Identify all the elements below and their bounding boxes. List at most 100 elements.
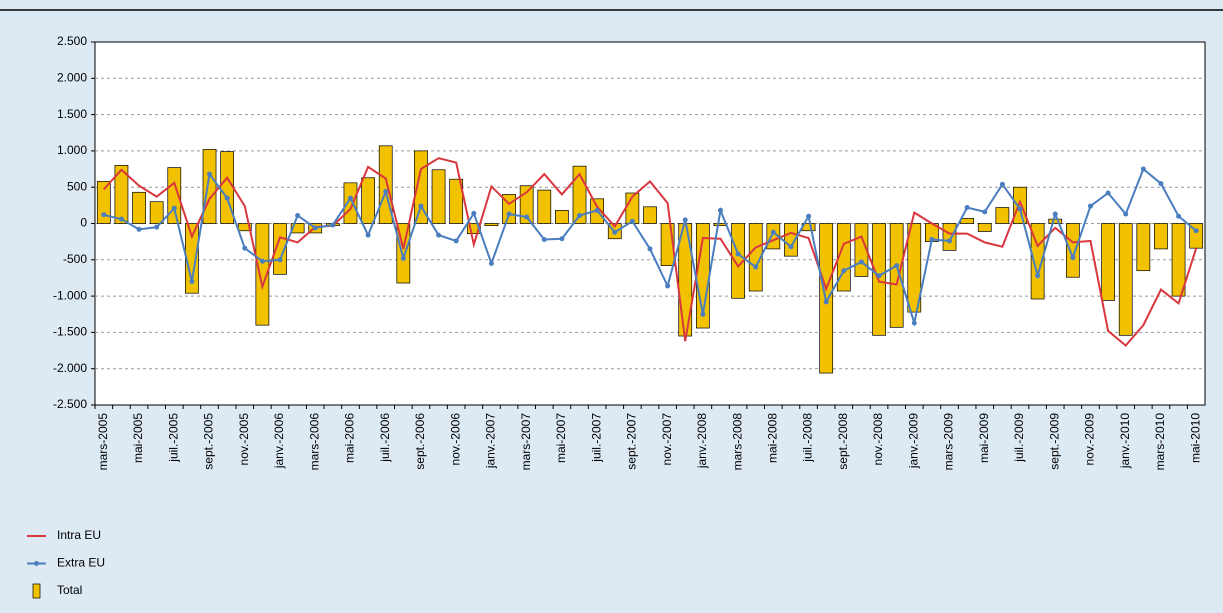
marker xyxy=(1140,166,1146,172)
x-tick-label: janv.-2010 xyxy=(1118,413,1132,469)
marker xyxy=(559,236,565,242)
marker xyxy=(1070,255,1076,261)
marker xyxy=(629,218,635,224)
marker xyxy=(964,205,970,211)
bar xyxy=(149,201,164,224)
marker xyxy=(911,320,917,326)
bar xyxy=(255,223,270,326)
marker xyxy=(312,225,318,231)
marker xyxy=(947,238,953,244)
bar xyxy=(273,223,287,275)
marker xyxy=(1017,206,1023,212)
marker xyxy=(506,211,512,217)
legend-label: Extra EU xyxy=(57,556,105,570)
marker xyxy=(524,214,530,220)
bar xyxy=(449,178,464,224)
y-tick-label: -500 xyxy=(63,252,87,266)
x-tick-label: juil.-2005 xyxy=(166,413,180,463)
marker xyxy=(1105,190,1111,196)
bar xyxy=(1048,218,1063,224)
marker xyxy=(753,264,759,270)
x-tick-label: mai-2007 xyxy=(554,413,568,463)
marker xyxy=(982,209,988,215)
marker xyxy=(330,222,336,228)
x-tick-label: mai-2009 xyxy=(977,413,991,463)
bar xyxy=(290,223,305,234)
marker xyxy=(436,232,442,238)
x-tick-label: nov.-2009 xyxy=(1083,413,1097,466)
x-tick-label: mai-2005 xyxy=(131,413,145,463)
x-tick-label: sept.-2006 xyxy=(413,413,427,470)
x-tick-label: nov.-2007 xyxy=(660,413,674,466)
bar xyxy=(202,149,217,224)
x-tick-label: mars-2006 xyxy=(307,413,321,471)
marker xyxy=(189,279,195,285)
marker xyxy=(365,232,371,238)
marker xyxy=(136,226,142,232)
y-tick-label: -1.000 xyxy=(53,288,87,302)
marker xyxy=(1176,213,1182,219)
legend-marker xyxy=(34,561,39,566)
marker xyxy=(665,283,671,289)
y-tick-label: -2.500 xyxy=(53,397,87,411)
y-tick-label: 0 xyxy=(80,216,87,230)
x-tick-label: mars-2010 xyxy=(1153,413,1167,471)
x-tick-label: mars-2005 xyxy=(96,413,110,471)
marker xyxy=(171,205,177,211)
y-tick-label: 1.000 xyxy=(57,143,87,157)
x-tick-label: sept.-2008 xyxy=(836,413,850,470)
marker xyxy=(858,259,864,265)
marker xyxy=(1193,228,1199,234)
marker xyxy=(594,207,600,213)
x-tick-label: sept.-2009 xyxy=(1047,413,1061,470)
x-tick-label: janv.-2009 xyxy=(906,413,920,469)
marker xyxy=(717,207,723,213)
bar xyxy=(96,181,111,224)
marker xyxy=(418,203,424,209)
marker xyxy=(224,195,230,201)
marker xyxy=(1087,203,1093,209)
marker xyxy=(471,210,477,216)
legend-label: Total xyxy=(57,583,82,597)
marker xyxy=(118,216,124,222)
y-tick-label: -1.500 xyxy=(53,325,87,339)
marker xyxy=(541,236,547,242)
y-tick-label: 1.500 xyxy=(57,107,87,121)
x-tick-label: juil.-2009 xyxy=(1012,413,1026,463)
marker xyxy=(154,224,160,230)
bar xyxy=(942,223,957,251)
x-tick-label: juil.-2006 xyxy=(378,413,392,463)
marker xyxy=(383,189,389,195)
x-tick-label: juil.-2007 xyxy=(589,413,603,463)
marker xyxy=(1123,211,1129,217)
bar xyxy=(361,177,375,224)
marker xyxy=(612,229,618,235)
x-tick-label: janv.-2006 xyxy=(272,413,286,469)
marker xyxy=(347,195,353,201)
bar xyxy=(1065,223,1080,278)
marker xyxy=(101,212,107,218)
bar xyxy=(414,150,428,224)
marker xyxy=(1052,211,1058,217)
marker xyxy=(400,255,406,261)
x-tick-label: sept.-2005 xyxy=(202,413,216,470)
marker xyxy=(277,257,283,263)
x-tick-label: juil.-2008 xyxy=(801,413,815,463)
bar xyxy=(1118,223,1133,336)
bar xyxy=(167,167,182,224)
x-tick-label: janv.-2008 xyxy=(695,413,709,469)
x-tick-label: mars-2009 xyxy=(942,413,956,471)
marker xyxy=(788,244,794,250)
x-tick-label: mai-2010 xyxy=(1188,413,1202,463)
marker xyxy=(259,258,265,264)
x-tick-label: mars-2008 xyxy=(730,413,744,471)
x-tick-label: nov.-2006 xyxy=(448,413,462,466)
bar xyxy=(555,210,569,224)
y-tick-label: -2.000 xyxy=(53,361,87,375)
x-tick-label: mars-2007 xyxy=(519,413,533,471)
x-tick-label: mai-2006 xyxy=(343,413,357,463)
bar xyxy=(484,223,499,227)
marker xyxy=(823,299,829,305)
marker xyxy=(1035,273,1041,279)
bar xyxy=(132,191,146,224)
